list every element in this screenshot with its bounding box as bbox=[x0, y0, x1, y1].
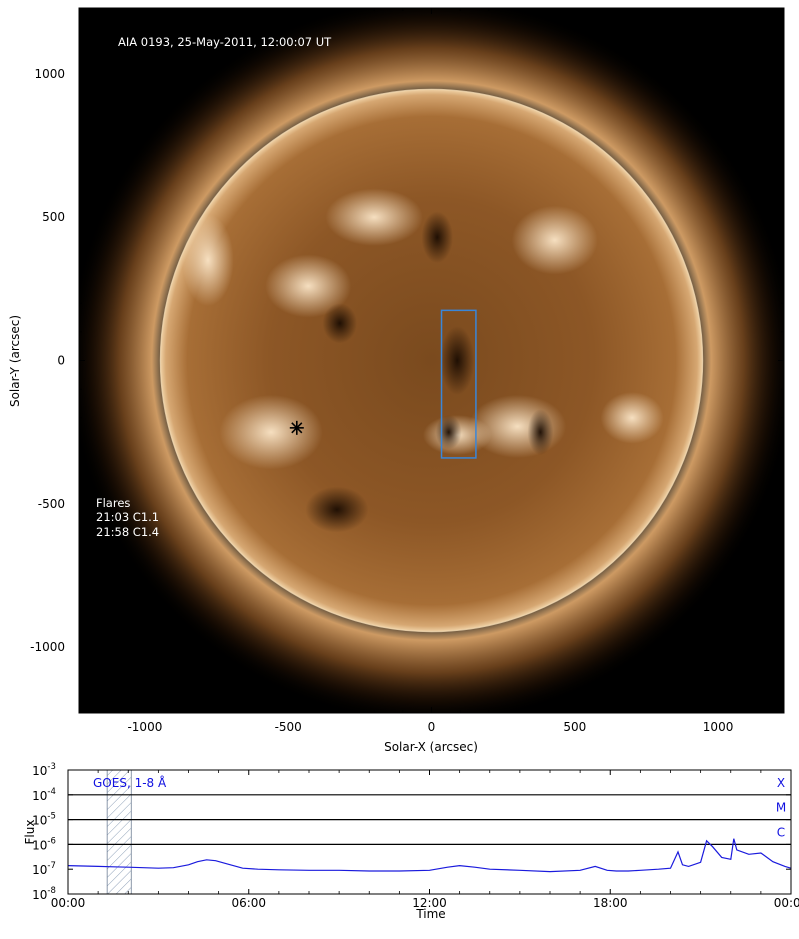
y-tick-label: 1000 bbox=[34, 67, 65, 81]
image-y-axis-label: Solar-Y (arcsec) bbox=[8, 315, 22, 407]
goes-title: GOES, 1-8 Å bbox=[93, 775, 167, 790]
goes-y-tick-label: 10-4 bbox=[32, 787, 56, 803]
goes-x-tick-label: 00:00 bbox=[51, 896, 86, 910]
bright-region bbox=[600, 392, 664, 444]
goes-y-tick-exponent: -6 bbox=[47, 836, 55, 846]
goes-panel: XMC GOES, 1-8 Å 00:00 06:00 12:00 18:00 00:0… bbox=[23, 762, 799, 921]
y-tick-label: 500 bbox=[42, 210, 65, 224]
solar-limb bbox=[159, 88, 704, 633]
flare-marker bbox=[289, 420, 304, 435]
bright-region bbox=[219, 394, 323, 470]
goes-flux-line bbox=[68, 838, 791, 873]
y-tick-label: -500 bbox=[38, 497, 65, 511]
x-tick-label: -1000 bbox=[127, 720, 162, 734]
hatched-interval bbox=[106, 769, 132, 895]
image-x-axis-label: Solar-X (arcsec) bbox=[384, 740, 478, 754]
goes-y-tick-exponent: -5 bbox=[47, 812, 55, 822]
coronal-hole bbox=[527, 409, 554, 456]
goes-y-tick-label: 10-3 bbox=[32, 762, 56, 778]
bright-region bbox=[265, 254, 352, 318]
goes-x-axis-label: Time bbox=[415, 907, 445, 921]
region-box bbox=[440, 309, 477, 459]
flare-entry-2: 21:58 C1.4 bbox=[96, 525, 159, 539]
solar-disk bbox=[160, 89, 703, 632]
goes-x-tick-label: 06:00 bbox=[231, 896, 266, 910]
bright-region bbox=[182, 214, 234, 307]
goes-y-tick-exponent: -7 bbox=[47, 861, 55, 871]
class-letter: C bbox=[777, 825, 785, 839]
coronal-hole bbox=[435, 414, 462, 450]
coronal-hole bbox=[440, 326, 475, 395]
class-letter: M bbox=[776, 801, 786, 815]
flare-marker-stroke bbox=[291, 422, 303, 434]
image-title: AIA 0193, 25-May-2011, 12:00:07 UT bbox=[118, 35, 332, 49]
coronal-hole bbox=[421, 211, 453, 264]
goes-y-tick-exponent: -8 bbox=[47, 886, 55, 896]
goes-background bbox=[68, 770, 791, 894]
goes-x-tick-label: 18:00 bbox=[593, 896, 628, 910]
flare-entry-1: 21:03 C1.1 bbox=[96, 510, 159, 524]
coronal-hole bbox=[322, 303, 357, 344]
y-tick-label: 0 bbox=[57, 354, 65, 368]
bright-region bbox=[325, 188, 423, 246]
goes-y-tick-exponent: -4 bbox=[47, 787, 55, 797]
goes-y-axis-label: Flux bbox=[23, 820, 37, 845]
x-tick-label: 1000 bbox=[703, 720, 734, 734]
coronal-hole bbox=[305, 486, 369, 533]
goes-y-tick-label: 10-7 bbox=[32, 861, 56, 877]
goes-x-tick-label: 00:00 bbox=[774, 896, 799, 910]
y-tick-label: -1000 bbox=[30, 640, 65, 654]
flare-class-lines: XMC bbox=[68, 776, 791, 846]
solar-image-panel: AIA 0193, 25-May-2011, 12:00:07 UT Flare… bbox=[8, 7, 785, 754]
class-letter: X bbox=[777, 776, 785, 790]
x-tick-label: 0 bbox=[428, 720, 436, 734]
goes-axis-ticks: 00:0006:0012:0018:0000:0010-310-410-510-… bbox=[32, 762, 799, 910]
goes-y-tick-exponent: -3 bbox=[47, 762, 55, 772]
flares-label: Flares bbox=[96, 496, 130, 510]
solar-features bbox=[182, 188, 664, 533]
x-tick-label: 500 bbox=[563, 720, 586, 734]
goes-x-tick-label: 12:00 bbox=[412, 896, 447, 910]
x-tick-label: -500 bbox=[275, 720, 302, 734]
image-axis-ticks: -1000 -500 0 500 1000 1000 500 0 -500 -1000 bbox=[30, 8, 784, 734]
bright-region bbox=[511, 205, 598, 275]
